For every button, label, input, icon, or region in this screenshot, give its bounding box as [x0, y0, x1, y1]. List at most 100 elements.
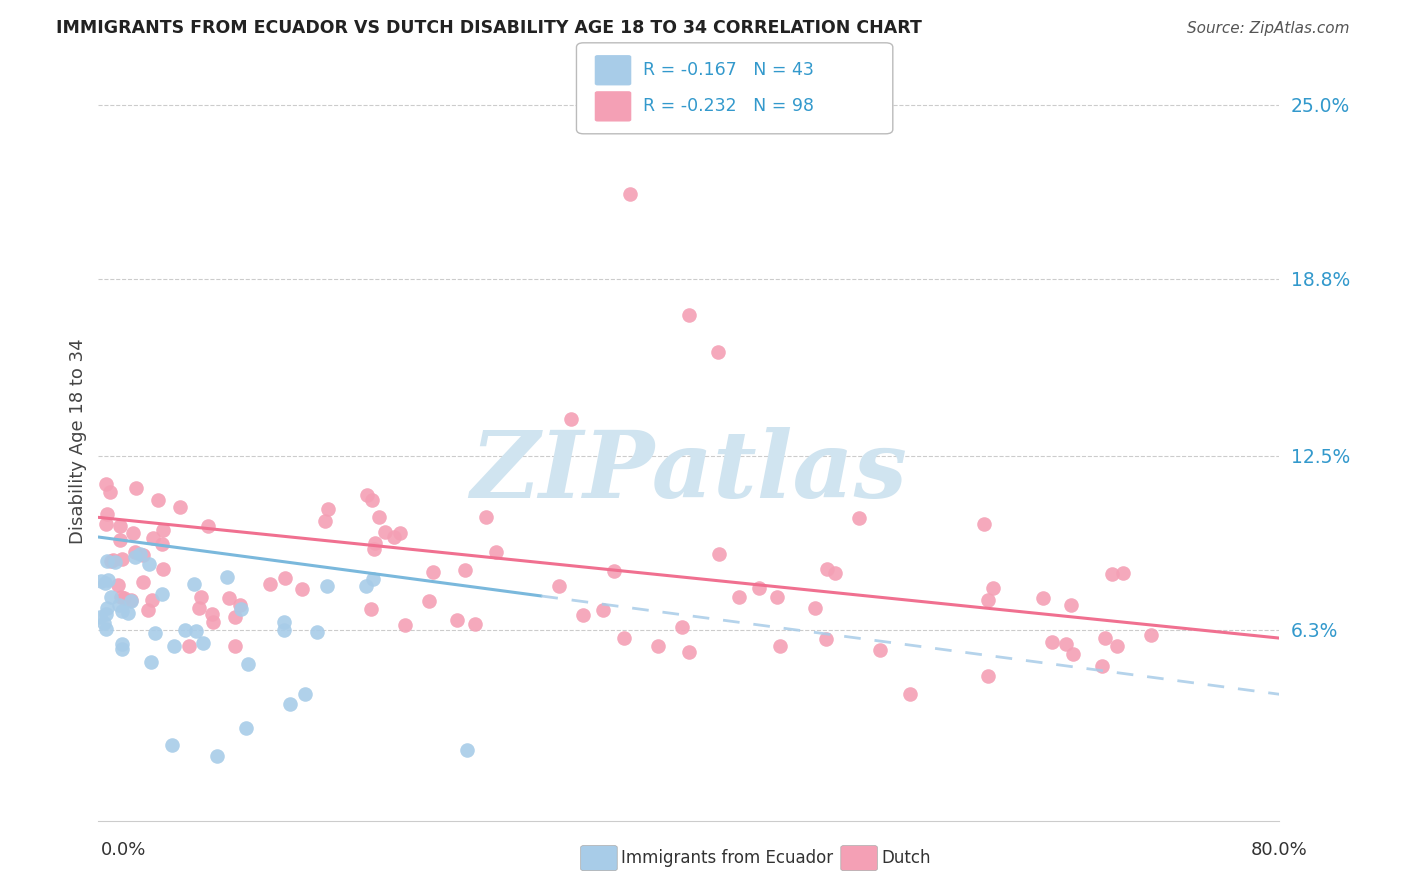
Text: Source: ZipAtlas.com: Source: ZipAtlas.com	[1187, 21, 1350, 36]
Point	[1094, 631, 1116, 645]
Point	[354, 579, 377, 593]
Point	[647, 639, 669, 653]
Point	[124, 545, 146, 559]
Point	[804, 601, 827, 615]
Point	[572, 607, 595, 622]
Point	[169, 500, 191, 514]
Text: 0.0%: 0.0%	[101, 840, 146, 858]
Point	[100, 554, 122, 568]
Point	[108, 599, 131, 613]
Point	[96, 507, 118, 521]
Point	[139, 656, 162, 670]
Point	[560, 412, 582, 426]
Point	[152, 587, 174, 601]
Point	[89, 610, 111, 624]
Point	[229, 598, 252, 612]
Point	[132, 574, 155, 589]
Point	[217, 570, 239, 584]
Point	[201, 607, 224, 621]
Point	[815, 632, 838, 646]
Point	[107, 578, 129, 592]
Point	[389, 525, 412, 540]
Point	[235, 721, 257, 735]
Point	[315, 579, 337, 593]
Point	[363, 541, 385, 556]
Point	[218, 591, 240, 605]
Point	[294, 687, 316, 701]
Point	[291, 582, 314, 596]
Point	[973, 516, 995, 531]
Point	[111, 552, 134, 566]
Point	[274, 571, 297, 585]
Point	[1112, 566, 1135, 581]
Point	[122, 526, 145, 541]
Point	[111, 604, 134, 618]
Point	[259, 576, 281, 591]
Point	[94, 576, 117, 591]
Point	[163, 640, 186, 654]
Point	[120, 592, 142, 607]
Point	[142, 532, 165, 546]
Point	[1105, 640, 1128, 654]
Point	[707, 547, 730, 561]
Point	[110, 590, 132, 604]
Point	[592, 603, 614, 617]
Point	[229, 602, 252, 616]
Point	[128, 547, 150, 561]
Point	[815, 562, 838, 576]
Point	[224, 609, 246, 624]
Point	[707, 344, 730, 359]
Point	[112, 591, 135, 605]
Point	[205, 749, 228, 764]
Point	[162, 738, 183, 752]
Point	[1040, 635, 1063, 649]
Point	[394, 617, 416, 632]
Point	[360, 601, 382, 615]
Point	[361, 492, 384, 507]
Point	[869, 642, 891, 657]
Point	[728, 590, 751, 604]
Point	[98, 485, 121, 500]
Point	[174, 623, 197, 637]
Point	[766, 590, 789, 604]
Point	[138, 557, 160, 571]
Point	[117, 606, 139, 620]
Point	[108, 533, 131, 548]
Text: 80.0%: 80.0%	[1251, 840, 1308, 858]
Point	[748, 581, 770, 595]
Point	[190, 590, 212, 604]
Point	[96, 622, 118, 636]
Point	[108, 519, 131, 533]
Point	[603, 564, 626, 578]
Point	[141, 593, 163, 607]
Point	[104, 555, 127, 569]
Point	[1101, 566, 1123, 581]
Text: Dutch: Dutch	[882, 849, 931, 867]
Point	[454, 563, 477, 577]
Point	[100, 590, 122, 604]
Point	[1054, 636, 1077, 650]
Point	[93, 616, 115, 631]
Point	[101, 553, 124, 567]
Point	[475, 509, 498, 524]
Point	[457, 743, 479, 757]
Point	[179, 640, 201, 654]
Point	[280, 698, 302, 712]
Point	[678, 308, 700, 322]
Point	[983, 581, 1005, 595]
Point	[125, 482, 148, 496]
Point	[485, 545, 508, 559]
Point	[224, 639, 246, 653]
Point	[183, 577, 205, 591]
Point	[94, 607, 117, 621]
Point	[1091, 659, 1114, 673]
Text: ZIPatlas: ZIPatlas	[471, 427, 907, 516]
Point	[236, 657, 259, 671]
Point	[1032, 591, 1054, 605]
Point	[418, 594, 440, 608]
Point	[671, 619, 693, 633]
Point	[374, 524, 396, 539]
Point	[368, 509, 391, 524]
Point	[356, 488, 378, 502]
Point	[678, 645, 700, 659]
